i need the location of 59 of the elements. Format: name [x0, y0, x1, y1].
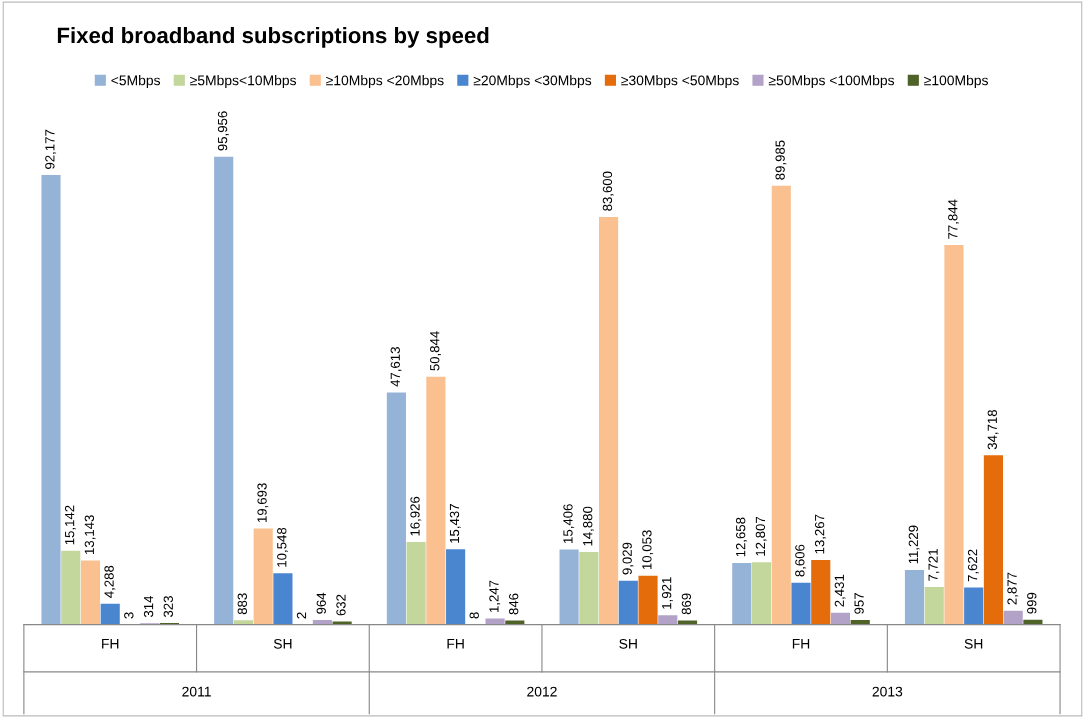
data-label: 95,956: [217, 111, 229, 151]
x-tick-label: SH: [273, 638, 292, 649]
text: 2013: [872, 686, 903, 697]
data-label: 7,622: [967, 549, 979, 582]
data-label: 13,143: [84, 515, 96, 554]
x-tick-label: SH: [619, 638, 637, 649]
data-label: 314: [143, 595, 154, 618]
legend-label: ≥30Mbps <50Mbps: [621, 75, 739, 89]
data-label: 8,606: [795, 544, 807, 577]
data-label: 15,142: [64, 505, 76, 545]
data-label: 11,229: [908, 525, 920, 564]
legend-label: ≥10Mbps <20Mbps: [326, 75, 444, 89]
legend-label: ≥100Mbps: [924, 75, 988, 89]
x-tick-label: FH: [447, 639, 464, 649]
data-label: 2,877: [1007, 572, 1019, 605]
data-label: 632: [336, 594, 346, 616]
data-label: 15,406: [563, 504, 575, 543]
data-label: 2: [296, 612, 307, 619]
legend-label: ≥50Mbps <100Mbps: [768, 75, 895, 89]
text: 2012: [527, 686, 557, 697]
data-label: 15,437: [449, 504, 461, 543]
data-label: 323: [163, 596, 173, 618]
data-label: 19,693: [257, 483, 269, 523]
data-label: 12,658: [735, 517, 747, 557]
data-label: 12,807: [755, 516, 767, 556]
data-label: 846: [509, 593, 519, 615]
data-label: 957: [854, 593, 864, 614]
data-label: 883: [237, 593, 247, 615]
data-label: 77,844: [948, 199, 960, 239]
data-label: 3: [124, 612, 134, 619]
data-label: 92,177: [45, 129, 57, 169]
data-label: 14,880: [583, 506, 594, 546]
text: 2011: [182, 686, 211, 697]
x-tick-label: FH: [102, 639, 119, 649]
data-label: 7,721: [928, 549, 940, 581]
data-label: 964: [316, 592, 326, 614]
chart-title: Fixed broadband subscriptions by speed: [57, 26, 489, 48]
data-label: 10,053: [642, 530, 654, 570]
data-label: 89,985: [775, 140, 787, 180]
data-label: 50,844: [430, 331, 441, 371]
legend-label: ≥20Mbps <30Mbps: [473, 75, 592, 89]
data-label: 10,548: [277, 527, 289, 567]
data-label: 34,718: [987, 410, 999, 450]
data-label: 999: [1027, 592, 1037, 614]
data-label: 4,288: [104, 565, 116, 598]
data-label: 869: [681, 593, 692, 615]
data-label: 47,613: [390, 347, 402, 387]
x-tick-label: FH: [792, 639, 810, 649]
x-tick-label: SH: [964, 638, 983, 649]
data-label: 16,926: [410, 496, 422, 536]
legend-label: <5Mbps: [111, 75, 161, 89]
data-label: 83,600: [602, 171, 614, 211]
data-label: 1,921: [661, 577, 673, 609]
legend-label: ≥5Mbps<10Mbps: [190, 75, 297, 89]
data-label: 8: [469, 612, 479, 619]
data-label: 9,029: [622, 542, 634, 575]
data-label: 2,431: [834, 574, 846, 607]
data-label: 13,267: [814, 514, 826, 554]
data-label: 1,247: [489, 580, 501, 613]
